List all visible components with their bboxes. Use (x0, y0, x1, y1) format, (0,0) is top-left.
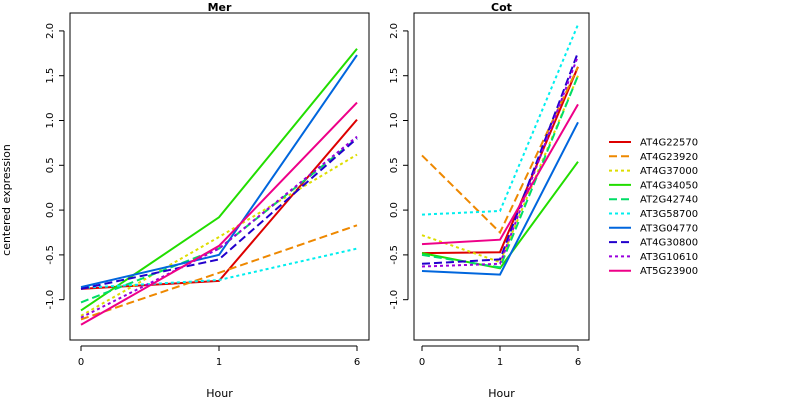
legend-label: AT5G23900 (640, 266, 698, 277)
series-line-at3g10610 (421, 55, 579, 268)
x-tick-label: 1 (497, 357, 503, 368)
panel-title: Mer (208, 1, 232, 14)
legend-label: AT4G37000 (640, 166, 698, 177)
y-tick-label: 0.0 (45, 202, 56, 218)
plot-frame (69, 12, 370, 341)
plot-frame (413, 12, 590, 341)
y-tick-label: -0.5 (389, 245, 400, 265)
legend-label: AT4G22570 (640, 138, 698, 149)
x-tick-label: 0 (419, 357, 425, 368)
series-line-at4g22570 (421, 66, 579, 255)
series-line-at4g30800 (421, 52, 579, 265)
series-line-at4g34050 (80, 48, 358, 312)
legend-label: AT4G34050 (640, 180, 698, 191)
x-axis-title: Hour (488, 387, 515, 400)
y-tick-label: 0.5 (389, 157, 400, 173)
series-line-at5g23900 (80, 101, 358, 326)
x-tick-label: 1 (216, 357, 222, 368)
y-tick-label: 1.5 (389, 68, 400, 84)
legend-label: AT2G42740 (640, 195, 698, 206)
legend-label: AT3G10610 (640, 252, 698, 263)
series-line-at3g58700 (421, 24, 579, 216)
series-line-at5g23900 (421, 103, 579, 246)
legend-item: AT2G42740 (609, 195, 698, 206)
series-line-at3g58700 (80, 247, 358, 289)
y-tick-label: -1.0 (389, 290, 400, 310)
series-line-at2g42740 (421, 75, 579, 269)
series-line-at3g10610 (80, 135, 358, 319)
series-line-at4g37000 (80, 153, 358, 317)
panel-title: Cot (491, 1, 512, 14)
x-tick-label: 6 (354, 357, 360, 368)
legend-label: AT4G23920 (640, 152, 698, 163)
y-tick-label: -1.0 (45, 290, 56, 310)
legend-label: AT3G04770 (640, 223, 698, 234)
series-line-at4g30800 (80, 137, 358, 290)
series-line-at4g23920 (421, 66, 579, 235)
series-line-at3g04770 (421, 121, 579, 276)
panel-cot: Cot -1.0 -0.5 0.0 0.5 1.0 1.5 2.0 0 1 6 Hour (389, 1, 590, 400)
legend-item: AT4G22570 (609, 138, 698, 149)
legend-item: AT3G58700 (609, 209, 698, 220)
y-tick-label: 1.0 (389, 113, 400, 129)
legend-item: AT5G23900 (609, 266, 698, 277)
panel-mer: Mer -1.0 -0.5 0.0 0.5 1.0 1.5 2.0 0 1 6 Hour (45, 1, 370, 400)
y-tick-label: 2.0 (45, 23, 56, 39)
legend-item: AT3G04770 (609, 223, 698, 234)
legend-item: AT3G10610 (609, 252, 698, 263)
x-axis-title: Hour (206, 387, 233, 400)
legend-item: AT4G30800 (609, 238, 698, 249)
y-tick-label: 1.5 (45, 68, 56, 84)
y-tick-label: -0.5 (45, 245, 56, 265)
legend-item: AT4G34050 (609, 180, 698, 191)
y-axis-title: centered expression (0, 144, 13, 256)
y-tick-label: 0.5 (45, 157, 56, 173)
legend-label: AT3G58700 (640, 209, 698, 220)
legend: AT4G22570 AT4G23920 AT4G37000 AT4G34050 AT2G… (609, 138, 698, 277)
series-line-at4g23920 (80, 224, 358, 321)
x-tick-label: 0 (78, 357, 84, 368)
x-tick-label: 6 (575, 357, 581, 368)
legend-item: AT4G23920 (609, 152, 698, 163)
y-tick-label: 2.0 (389, 23, 400, 39)
y-tick-label: 0.0 (389, 202, 400, 218)
y-tick-label: 1.0 (45, 113, 56, 129)
legend-item: AT4G37000 (609, 166, 698, 177)
legend-label: AT4G30800 (640, 238, 698, 249)
series-line-at3g04770 (80, 54, 358, 289)
